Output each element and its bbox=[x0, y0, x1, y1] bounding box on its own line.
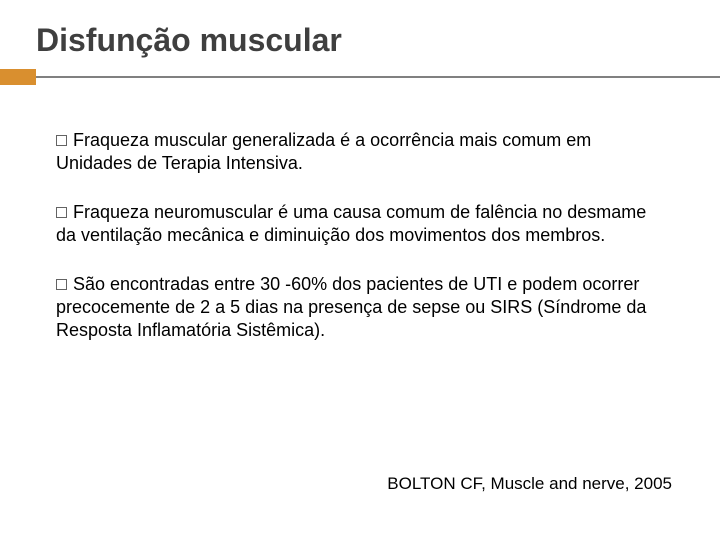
bullet-item: São encontradas entre 30 -60% dos pacien… bbox=[56, 273, 664, 342]
content-area: Fraqueza muscular generalizada é a ocorr… bbox=[0, 85, 720, 342]
accent-block bbox=[0, 69, 36, 85]
citation: BOLTON CF, Muscle and nerve, 2005 bbox=[387, 474, 672, 494]
bullet-text: Fraqueza neuromuscular é uma causa comum… bbox=[56, 202, 646, 245]
square-bullet-icon bbox=[56, 279, 67, 290]
bullet-text: São encontradas entre 30 -60% dos pacien… bbox=[56, 274, 646, 340]
bullet-item: Fraqueza muscular generalizada é a ocorr… bbox=[56, 129, 664, 175]
square-bullet-icon bbox=[56, 135, 67, 146]
accent-line bbox=[36, 76, 720, 78]
bullet-item: Fraqueza neuromuscular é uma causa comum… bbox=[56, 201, 664, 247]
accent-row bbox=[0, 69, 720, 85]
square-bullet-icon bbox=[56, 207, 67, 218]
bullet-text: Fraqueza muscular generalizada é a ocorr… bbox=[56, 130, 591, 173]
title-area: Disfunção muscular bbox=[0, 0, 720, 59]
slide: Disfunção muscular Fraqueza muscular gen… bbox=[0, 0, 720, 540]
slide-title: Disfunção muscular bbox=[36, 22, 720, 59]
